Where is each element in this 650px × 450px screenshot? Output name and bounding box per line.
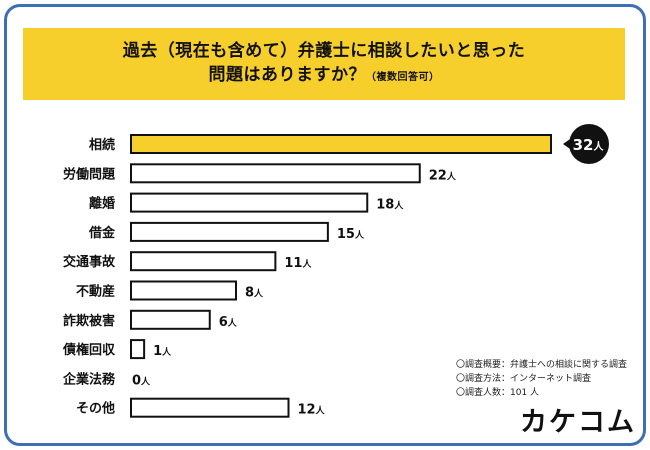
value-label-callout: 32人 bbox=[573, 136, 605, 154]
value-label: 15人 bbox=[337, 227, 365, 242]
survey-notes: 〇調査概要：弁護士への相談に関する調査 〇調査方法：インターネット調査 〇調査人… bbox=[456, 358, 627, 400]
chart-title-line1: 過去（現在も含めて）弁護士に相談したいと思った bbox=[122, 40, 526, 61]
chart-title-note: （複数回答可） bbox=[366, 71, 440, 83]
bar bbox=[130, 280, 237, 301]
value-label: 11人 bbox=[284, 256, 312, 271]
chart-title-line2: 問題はありますか？（複数回答可） bbox=[209, 63, 440, 90]
category-label: 労働問題 bbox=[63, 166, 116, 182]
value-label: 6人 bbox=[219, 315, 238, 330]
bar bbox=[130, 397, 290, 418]
svg-text:カケコム: カケコム bbox=[520, 407, 636, 435]
callout-badge bbox=[569, 124, 609, 164]
bar bbox=[130, 251, 277, 272]
bar bbox=[130, 339, 146, 360]
category-label: 不動産 bbox=[76, 284, 115, 300]
bar bbox=[130, 134, 552, 154]
value-label: 18人 bbox=[376, 198, 404, 213]
category-label: 相続 bbox=[89, 137, 115, 153]
bar bbox=[130, 221, 329, 242]
chart-title-line2-text: 問題はありますか？ bbox=[208, 64, 366, 85]
category-label: 企業法務 bbox=[62, 371, 116, 387]
kakecomu-logo: カケコム bbox=[520, 407, 636, 435]
value-label: 0人 bbox=[132, 373, 151, 388]
category-label: 債権回収 bbox=[62, 342, 116, 358]
title-banner: 過去（現在も含めて）弁護士に相談したいと思った 問題はありますか？（複数回答可） bbox=[23, 28, 625, 100]
category-label: 離婚 bbox=[89, 196, 115, 212]
survey-note-overview: 〇調査概要：弁護士への相談に関する調査 bbox=[456, 360, 628, 370]
survey-note-method: 〇調査方法：インターネット調査 bbox=[456, 374, 592, 384]
bar bbox=[130, 192, 369, 213]
category-label: 詐欺被害 bbox=[63, 313, 115, 329]
value-label: 22人 bbox=[429, 168, 457, 183]
value-label: 8人 bbox=[245, 286, 264, 301]
category-label: 借金 bbox=[88, 225, 116, 241]
value-label: 1人 bbox=[153, 344, 172, 359]
category-label: その他 bbox=[76, 401, 115, 417]
category-label: 交通事故 bbox=[63, 254, 116, 270]
bar bbox=[130, 309, 211, 330]
value-label: 12人 bbox=[298, 403, 326, 418]
bar bbox=[130, 163, 421, 184]
survey-note-count: 〇調査人数：101 人 bbox=[456, 388, 540, 398]
